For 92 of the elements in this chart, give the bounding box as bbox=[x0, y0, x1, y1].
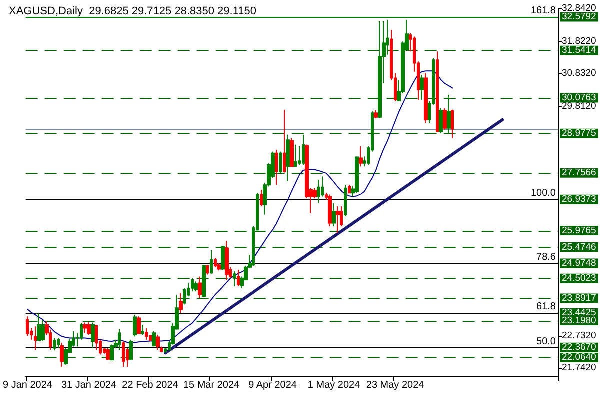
line-series bbox=[27, 70, 454, 344]
candlestick bbox=[53, 338, 56, 352]
ref-line-label: 25.4746 bbox=[562, 242, 596, 253]
candlestick bbox=[37, 312, 41, 342]
candlestick bbox=[152, 330, 156, 348]
ref-line-label: 30.0763 bbox=[562, 92, 596, 104]
ref-line-label: 23.1980 bbox=[562, 315, 596, 326]
candlestick bbox=[348, 184, 351, 194]
candlestick bbox=[141, 324, 144, 336]
candlestick bbox=[210, 250, 213, 274]
candlestick bbox=[275, 150, 278, 186]
candlestick bbox=[145, 328, 148, 340]
candlestick bbox=[34, 326, 37, 350]
y-tick-label: 32.8420 bbox=[562, 3, 596, 14]
candlestick bbox=[214, 258, 217, 268]
candlestick bbox=[106, 348, 110, 360]
annotation: 78.6 bbox=[536, 252, 556, 263]
candlestick bbox=[91, 322, 95, 349]
candlestick bbox=[156, 334, 160, 350]
candlestick bbox=[237, 269, 240, 287]
annotation: 50.0 bbox=[536, 336, 556, 348]
ref-line-label: 28.9775 bbox=[562, 128, 596, 140]
ref-line-label: 26.9373 bbox=[562, 194, 596, 206]
candlestick bbox=[260, 189, 263, 207]
ref-line-label: 24.5023 bbox=[562, 273, 596, 284]
candlestick bbox=[221, 245, 225, 270]
candlestick bbox=[194, 281, 198, 292]
candlestick bbox=[420, 74, 424, 100]
candlestick bbox=[206, 264, 209, 276]
candlestick bbox=[290, 138, 294, 168]
chart-title: XAGUSD,Daily 29.6825 29.7125 28.8350 29.1150 bbox=[9, 6, 256, 18]
candlestick bbox=[133, 314, 137, 338]
y-tick-label: 21.7420 bbox=[562, 362, 596, 374]
candlestick bbox=[83, 322, 87, 334]
candlestick bbox=[118, 328, 121, 350]
ref-line-label: 22.0640 bbox=[562, 352, 596, 364]
candlestick bbox=[191, 278, 194, 292]
candlestick bbox=[443, 108, 447, 131]
candlestick bbox=[294, 144, 297, 168]
candlestick bbox=[439, 108, 443, 134]
candlestick bbox=[57, 338, 60, 349]
candlestick bbox=[129, 339, 133, 360]
candlestick bbox=[110, 344, 114, 362]
candlestick bbox=[436, 51, 439, 132]
candlestick bbox=[328, 194, 332, 228]
y-tick-label: 30.8320 bbox=[562, 68, 596, 80]
annotation: 100.0 bbox=[530, 188, 556, 200]
candlestick bbox=[451, 109, 454, 139]
candlestick bbox=[179, 292, 183, 314]
candlestick bbox=[424, 72, 428, 124]
y-tick-label: 31.8220 bbox=[562, 36, 596, 48]
candlestick bbox=[355, 156, 359, 194]
candlestick bbox=[233, 271, 236, 287]
x-tick-label: 23 May 2024 bbox=[366, 380, 425, 391]
ref-line-label: 25.9765 bbox=[562, 225, 596, 236]
candlestick bbox=[122, 341, 125, 368]
annotation: 161.8 bbox=[530, 6, 556, 17]
candlestick bbox=[332, 202, 336, 228]
candlestick bbox=[302, 134, 305, 166]
candlestick bbox=[336, 206, 340, 234]
candlestick bbox=[225, 240, 229, 280]
x-tick-label: 31 Jan 2024 bbox=[61, 380, 117, 391]
candlestick bbox=[60, 342, 64, 368]
candlestick bbox=[202, 264, 206, 298]
candlestick bbox=[279, 151, 282, 174]
ref-line-label: 23.8917 bbox=[562, 292, 596, 304]
candlestick bbox=[344, 184, 347, 217]
candlestick bbox=[317, 179, 320, 204]
candlestick bbox=[359, 146, 363, 168]
candlestick bbox=[198, 276, 202, 299]
x-tick-label: 15 Mar 2024 bbox=[183, 380, 240, 391]
candlestick bbox=[447, 94, 451, 134]
ref-line-label: 24.9748 bbox=[562, 258, 596, 269]
candlestick bbox=[374, 109, 378, 119]
ref-line-label: 27.7566 bbox=[562, 168, 596, 179]
candlestick bbox=[217, 262, 221, 272]
candlestick bbox=[378, 21, 382, 119]
annotation: 61.8 bbox=[536, 301, 556, 312]
candlestick bbox=[26, 316, 29, 337]
candlestick bbox=[283, 109, 286, 174]
x-tick-label: 9 Apr 2024 bbox=[248, 380, 298, 391]
x-tick-label: 22 Feb 2024 bbox=[122, 380, 179, 391]
y-tick-label: 29.8120 bbox=[562, 101, 596, 112]
x-tick-label: 1 May 2024 bbox=[308, 380, 361, 391]
candlestick bbox=[137, 316, 141, 334]
x-tick-label: 9 Jan 2024 bbox=[2, 380, 53, 391]
candlestick bbox=[87, 322, 91, 336]
ref-line-label: 31.5414 bbox=[562, 45, 596, 56]
ref-line-label: 22.3670 bbox=[562, 342, 596, 354]
ref-line-label: 32.5792 bbox=[562, 11, 596, 22]
y-tick-label: 22.7320 bbox=[562, 330, 596, 342]
candlestick bbox=[286, 134, 290, 182]
